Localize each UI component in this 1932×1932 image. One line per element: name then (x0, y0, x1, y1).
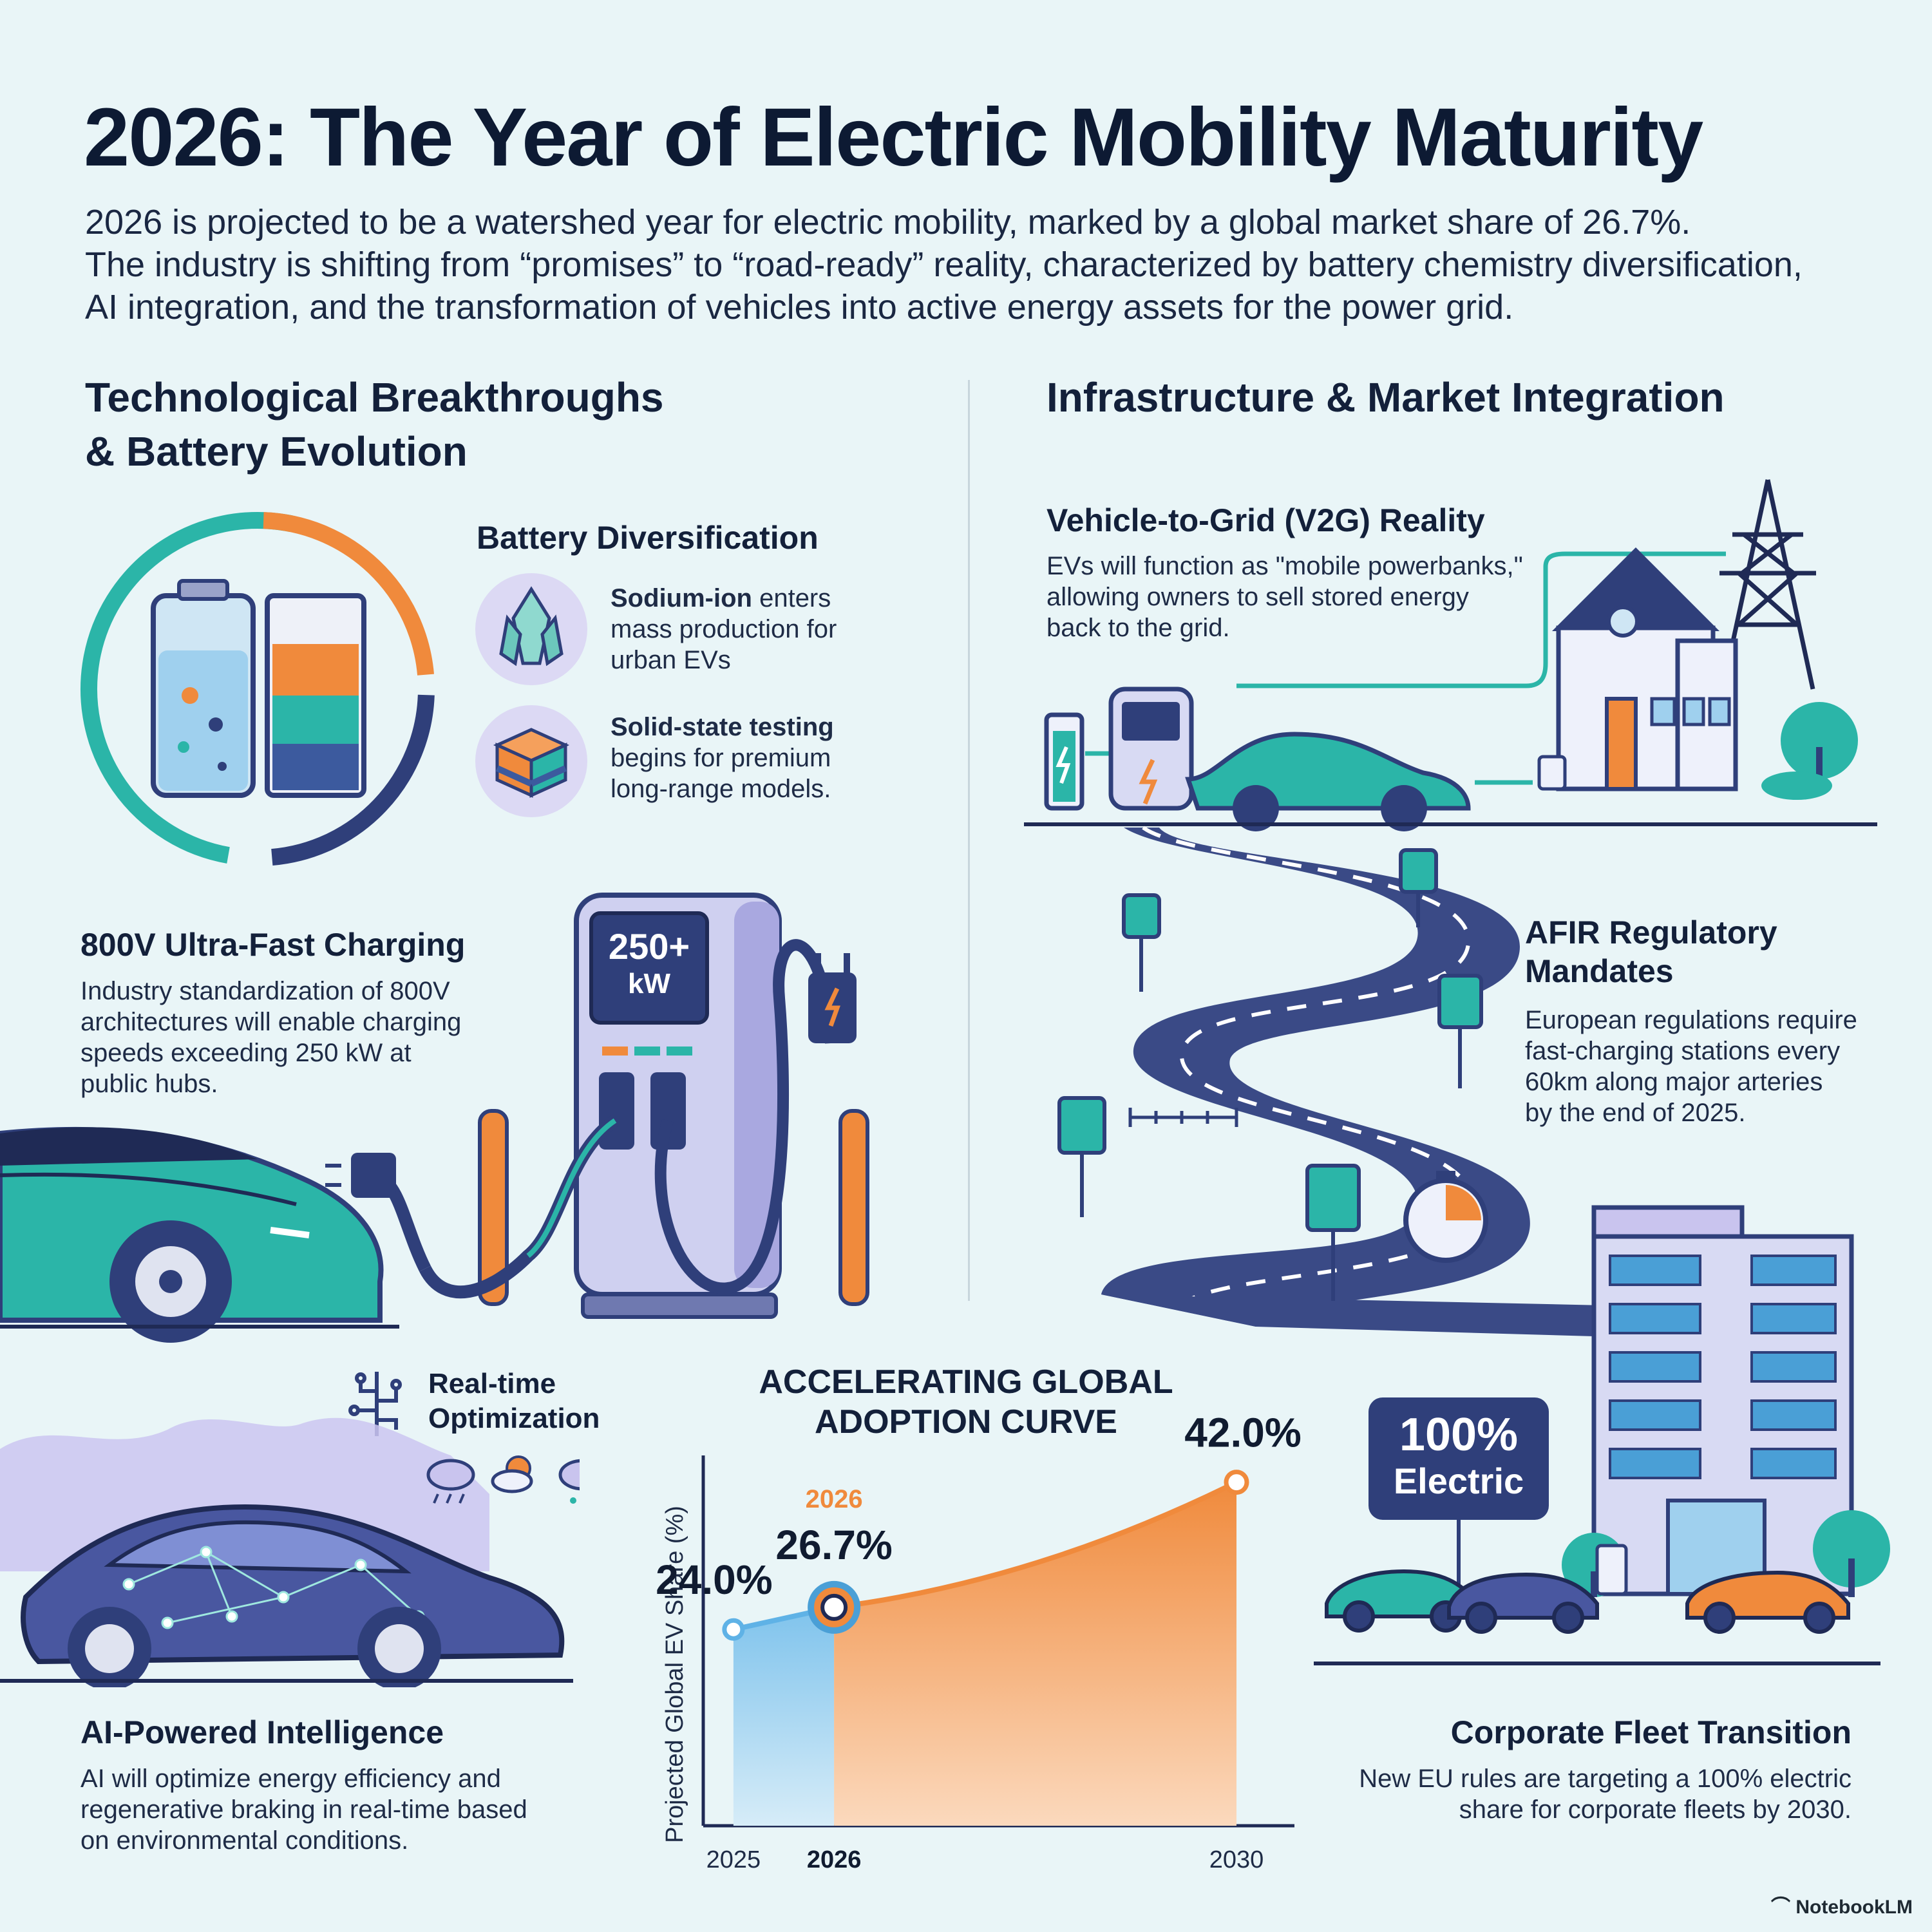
charger-power-unit: kW (628, 968, 670, 999)
charging-title: 800V Ultra-Fast Charging (80, 927, 466, 963)
fleet-ground-line (1314, 1662, 1880, 1665)
page-title: 2026: The Year of Electric Mobility Matu… (84, 91, 1703, 184)
highlight-label-2026: 2026 (806, 1485, 863, 1513)
afir-title-line: AFIR Regulatory (1525, 914, 1777, 951)
charging-description: Industry standardization of 800V archite… (80, 977, 462, 1098)
v2g-title: Vehicle-to-Grid (V2G) Reality (1046, 502, 1485, 538)
house-icon (1537, 547, 1738, 791)
right-section-title: Infrastructure & Market Integration (1046, 374, 1725, 421)
data-point-2030 (1224, 1470, 1249, 1495)
intro-line: The industry is shifting from “promises”… (85, 245, 1803, 284)
left-section-title-line: Technological Breakthroughs (85, 374, 664, 421)
value-label-2025: 24.0% (656, 1557, 772, 1603)
ring-navy-segment (80, 512, 435, 866)
adoption-chart: Projected Global EV Share (%) 24.0% 2026… (656, 1417, 1302, 1873)
solid-state-label: Solid-state testing (611, 713, 834, 741)
ai-car-illustration (0, 1417, 580, 1687)
chart-title-line: ACCELERATING GLOBAL (759, 1363, 1173, 1401)
fleet-title: Corporate Fleet Transition (1450, 1714, 1852, 1750)
left-section-title: Technological Breakthroughs & Battery Ev… (85, 370, 664, 478)
sodium-ion-label: Sodium-ion (611, 584, 752, 612)
battery-illustration (80, 512, 435, 866)
bollard-right (838, 1109, 869, 1306)
afir-description: European regulations require fast-chargi… (1525, 1006, 1857, 1127)
battery-title: Battery Diversification (477, 520, 819, 556)
chart-title: ACCELERATING GLOBAL ADOPTION CURVE (708, 1362, 1224, 1442)
ai-description: AI will optimize energy efficiency and r… (80, 1765, 527, 1855)
intro-line: 2026 is projected to be a watershed year… (85, 203, 1691, 242)
value-label-2026: 26.7% (775, 1522, 892, 1568)
fleet-description: New EU rules are targeting a 100% electr… (1359, 1765, 1852, 1824)
electric-sign-word: Electric (1393, 1461, 1524, 1501)
y-axis-label: Projected Global EV Share (%) (661, 1506, 688, 1843)
stopwatch-icon (1403, 1171, 1488, 1263)
ai-title: AI-Powered Intelligence (80, 1714, 444, 1750)
ring-teal-segment (80, 512, 435, 866)
afir-title-line: Mandates (1525, 953, 1674, 989)
charging-sign-icons (1057, 848, 1483, 1301)
layered-cube-icon (475, 705, 587, 817)
weather-icons (426, 1455, 580, 1504)
x-tick-2026: 2026 (807, 1846, 862, 1873)
data-point-2025 (722, 1618, 745, 1641)
charger-power-value: 250+ (608, 926, 690, 967)
column-divider (968, 380, 970, 1301)
electric-sign (1368, 1397, 1549, 1520)
bollard-left (478, 1109, 509, 1306)
afir-title: AFIR Regulatory Mandates (1525, 913, 1777, 990)
v2g-description: EVs will function as "mobile powerbanks,… (1046, 552, 1523, 642)
chart-title-line: ADOPTION CURVE (815, 1403, 1117, 1441)
sodium-ion-text: Sodium-ion enters mass production for ur… (611, 584, 837, 674)
crystal-icon (475, 573, 587, 685)
x-tick-2025: 2025 (706, 1846, 761, 1873)
left-section-title-line: & Battery Evolution (85, 428, 468, 475)
area-2025-2026 (733, 1607, 835, 1826)
v2g-car-icon (1185, 732, 1471, 811)
fleet-car-icons (1325, 1569, 1850, 1634)
electric-sign-percent: 100% (1399, 1409, 1519, 1461)
solid-state-text: Solid-state testing begins for premium l… (611, 713, 834, 803)
realtime-optimization-label: Real-time Optimization (428, 1368, 600, 1434)
electric-sign-text: 100% Electric (1368, 1397, 1549, 1520)
charging-station-illustration (0, 893, 869, 1343)
value-label-2030: 42.0% (1184, 1417, 1301, 1456)
series-line-2026-2030 (833, 1480, 1238, 1610)
data-point-2026 (820, 1593, 848, 1621)
area-2026-2030 (834, 1482, 1236, 1826)
intro-paragraph: 2026 is projected to be a watershed year… (85, 201, 1914, 328)
intro-line: AI integration, and the transformation o… (85, 288, 1514, 327)
notebooklm-logo-icon: ⌒ (1771, 1897, 1796, 1918)
x-tick-2030: 2030 (1209, 1846, 1264, 1873)
watermark: ⌒ NotebookLM (1771, 1897, 1913, 1918)
charger-screen-readout: 250+ kW (591, 913, 707, 1023)
v2g-road-illustration (1024, 479, 1877, 1340)
ring-orange-segment (80, 512, 435, 866)
charger-screen (589, 911, 709, 1025)
fleet-illustration (1325, 1205, 1890, 1634)
